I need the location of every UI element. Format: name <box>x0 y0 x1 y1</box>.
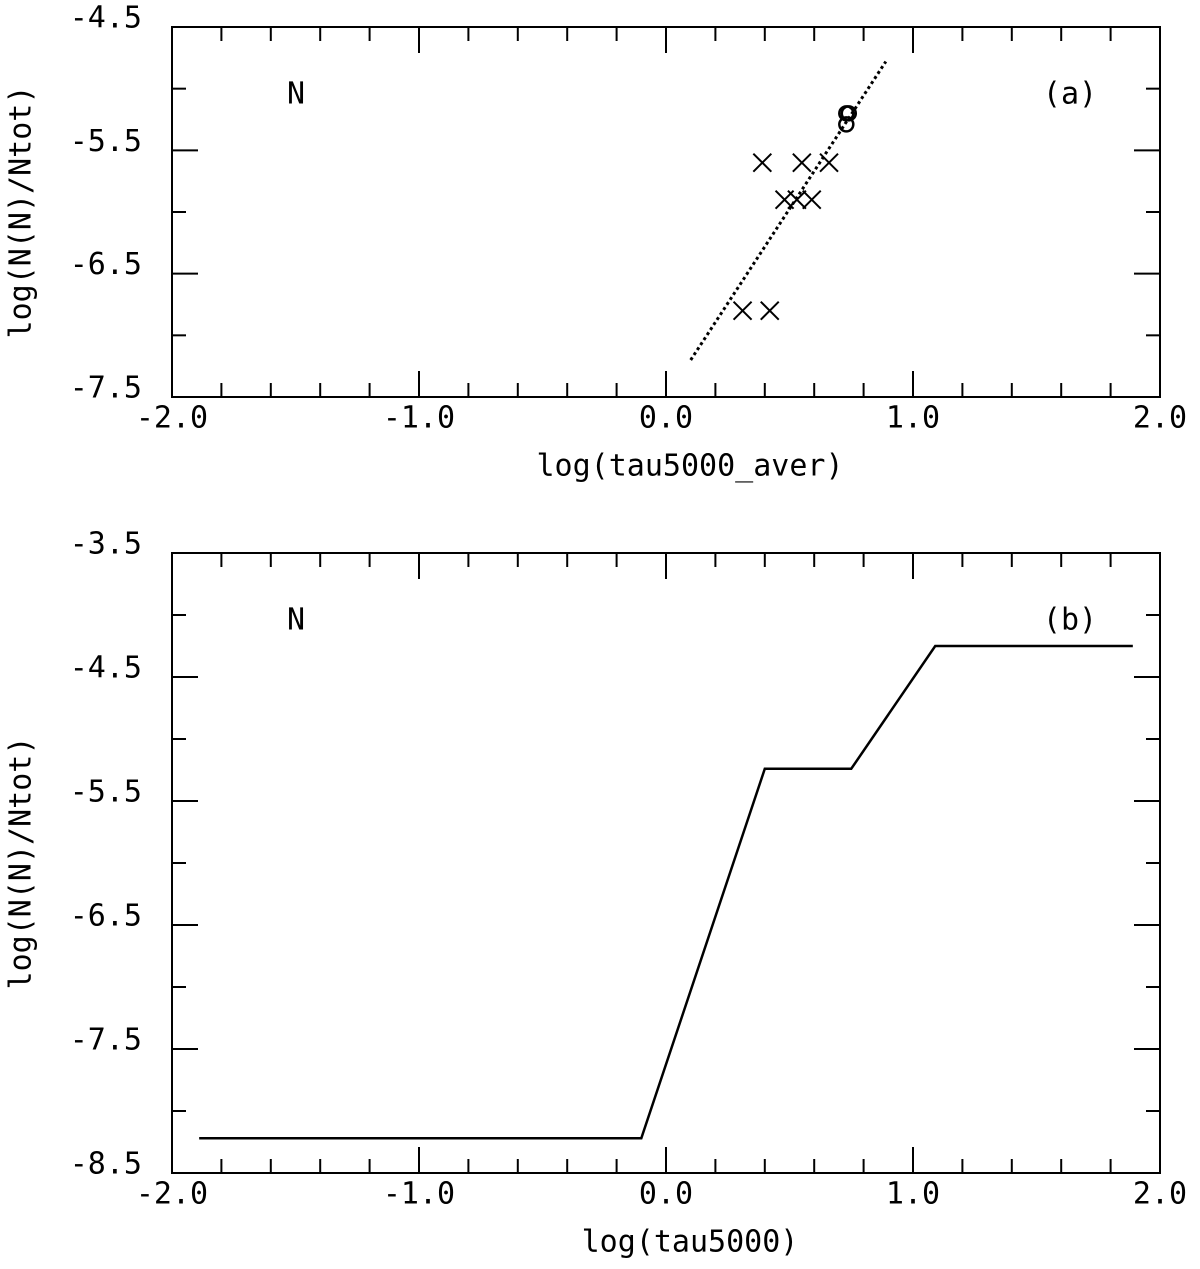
annotation: (a) <box>1043 77 1097 112</box>
panel: -2.0 -1.0 0.0 1.0 2.0 -3.5 -4.5 -5.5 -6.5 -7.5 -8.… <box>4 527 1188 1260</box>
fit-line <box>689 60 888 361</box>
panel: -2.0 -1.0 0.0 1.0 2.0 -4.5 -5.5 -6.5 -7.5 log(tau… <box>4 1 1188 484</box>
y-axis-title: log(N(N)/Ntot) <box>4 86 39 339</box>
y-axis-title: log(N(N)/Ntot) <box>4 737 39 990</box>
cross-marker <box>752 152 773 173</box>
y-tick-label: -7.5 <box>70 1023 142 1058</box>
cross-marker <box>760 300 780 321</box>
cross-stroke <box>792 152 812 173</box>
x-tick-label: 1.0 <box>886 401 940 436</box>
cross-stroke <box>819 152 839 173</box>
x-tick-label: 2.0 <box>1133 401 1187 436</box>
y-tick-label: -5.5 <box>70 124 142 159</box>
x-tick-label: -1.0 <box>383 1177 455 1212</box>
cross-stroke <box>752 152 773 173</box>
circle-marker <box>838 116 855 133</box>
x-tick-label: -2.0 <box>136 1177 208 1212</box>
x-tick-label: 0.0 <box>639 401 693 436</box>
y-tick-label: -5.5 <box>70 775 142 810</box>
annotation: N <box>287 603 305 638</box>
y-tick-label: -3.5 <box>70 527 142 562</box>
annotation: (b) <box>1043 603 1097 638</box>
cross-marker <box>802 189 822 210</box>
y-tick-label: -4.5 <box>70 1 142 36</box>
x-tick-label: 2.0 <box>1133 1177 1187 1212</box>
y-tick-label: -4.5 <box>70 651 142 686</box>
cross-marker <box>792 152 812 173</box>
y-tick-label: -8.5 <box>70 1147 142 1182</box>
annotation: N <box>287 77 305 112</box>
x-tick-label: 1.0 <box>886 1177 940 1212</box>
y-tick-label: -7.5 <box>70 371 142 406</box>
y-tick-label: -6.5 <box>70 899 142 934</box>
x-tick-label: -1.0 <box>383 401 455 436</box>
x-tick-label: 0.0 <box>639 1177 693 1212</box>
circle-marker <box>840 105 858 122</box>
cross-marker <box>732 300 753 321</box>
cross-stroke <box>760 300 780 321</box>
plot-frame <box>171 26 1161 398</box>
x-tick-label: -2.0 <box>136 401 208 436</box>
x-axis-title: log(tau5000_aver) <box>536 449 843 484</box>
x-axis-title: log(tau5000) <box>582 1225 799 1260</box>
data-line <box>199 644 1133 1140</box>
cross-stroke <box>732 300 753 321</box>
cross-stroke <box>802 189 822 210</box>
y-tick-label: -6.5 <box>70 247 142 282</box>
